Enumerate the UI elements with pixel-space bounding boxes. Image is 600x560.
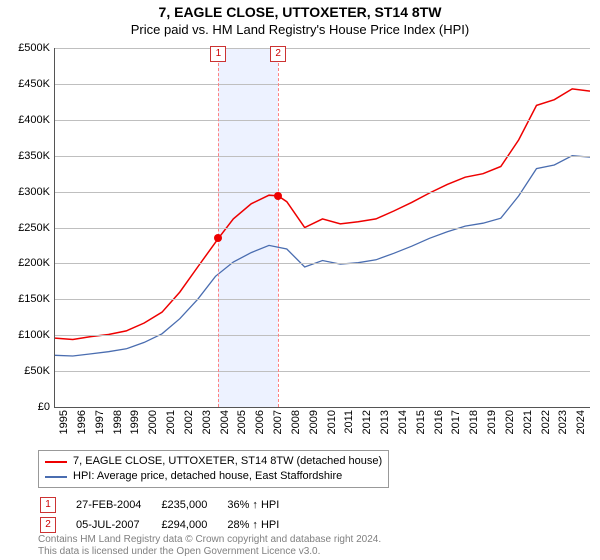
x-tick-label: 2017	[450, 410, 462, 450]
legend-label: HPI: Average price, detached house, East…	[73, 469, 342, 484]
y-tick-label: £300K	[2, 186, 50, 198]
x-tick-label: 2013	[379, 410, 391, 450]
chart-plot-area: 12	[54, 48, 590, 408]
event-dashed-line	[218, 48, 219, 407]
event-vs-hpi: 28% ↑ HPI	[227, 516, 297, 534]
legend-swatch	[45, 476, 67, 478]
x-tick-label: 1998	[112, 410, 124, 450]
event-dashed-line	[278, 48, 279, 407]
events-table: 1 27-FEB-2004 £235,000 36% ↑ HPI 2 05-JU…	[38, 494, 299, 536]
attribution-line-2: This data is licensed under the Open Gov…	[38, 546, 381, 558]
y-tick-label: £400K	[2, 114, 50, 126]
x-tick-label: 1999	[129, 410, 141, 450]
x-tick-label: 2012	[361, 410, 373, 450]
x-tick-label: 2014	[397, 410, 409, 450]
event-marker-2: 2	[40, 517, 56, 533]
y-tick-label: £0	[2, 401, 50, 413]
y-tick-label: £500K	[2, 42, 50, 54]
event-price: £235,000	[161, 496, 225, 514]
y-tick-label: £100K	[2, 329, 50, 341]
x-tick-label: 2002	[183, 410, 195, 450]
x-tick-label: 2008	[290, 410, 302, 450]
gridline	[55, 228, 590, 229]
price-marker	[214, 234, 222, 242]
series-line	[55, 89, 590, 340]
x-tick-label: 2000	[147, 410, 159, 450]
x-tick-label: 1996	[76, 410, 88, 450]
y-tick-label: £250K	[2, 222, 50, 234]
x-tick-label: 2018	[468, 410, 480, 450]
x-tick-label: 2001	[165, 410, 177, 450]
event-date: 27-FEB-2004	[76, 496, 159, 514]
event-price: £294,000	[161, 516, 225, 534]
series-line	[55, 156, 590, 356]
x-tick-label: 2024	[575, 410, 587, 450]
x-tick-label: 2016	[433, 410, 445, 450]
legend-item: HPI: Average price, detached house, East…	[45, 469, 382, 484]
x-tick-label: 2015	[415, 410, 427, 450]
x-tick-label: 2022	[540, 410, 552, 450]
legend-swatch	[45, 461, 67, 463]
price-marker	[274, 192, 282, 200]
event-vs-hpi: 36% ↑ HPI	[227, 496, 297, 514]
gridline	[55, 263, 590, 264]
x-tick-label: 2009	[308, 410, 320, 450]
gridline	[55, 84, 590, 85]
gridline	[55, 120, 590, 121]
table-row: 1 27-FEB-2004 £235,000 36% ↑ HPI	[40, 496, 297, 514]
chart-legend: 7, EAGLE CLOSE, UTTOXETER, ST14 8TW (det…	[38, 450, 389, 488]
gridline	[55, 299, 590, 300]
attribution-text: Contains HM Land Registry data © Crown c…	[38, 534, 381, 558]
x-tick-label: 2019	[486, 410, 498, 450]
x-tick-label: 2004	[219, 410, 231, 450]
x-tick-label: 2011	[343, 410, 355, 450]
chart-title: 7, EAGLE CLOSE, UTTOXETER, ST14 8TW	[0, 4, 600, 20]
attribution-line-1: Contains HM Land Registry data © Crown c…	[38, 534, 381, 546]
gridline	[55, 371, 590, 372]
legend-label: 7, EAGLE CLOSE, UTTOXETER, ST14 8TW (det…	[73, 454, 382, 469]
table-row: 2 05-JUL-2007 £294,000 28% ↑ HPI	[40, 516, 297, 534]
gridline	[55, 156, 590, 157]
x-tick-label: 2005	[236, 410, 248, 450]
event-date: 05-JUL-2007	[76, 516, 159, 534]
y-tick-label: £450K	[2, 78, 50, 90]
x-tick-label: 2020	[504, 410, 516, 450]
x-tick-label: 2021	[522, 410, 534, 450]
event-marker-plot: 2	[270, 46, 286, 62]
x-tick-label: 1995	[58, 410, 70, 450]
x-tick-label: 2023	[557, 410, 569, 450]
y-tick-label: £350K	[2, 150, 50, 162]
legend-item: 7, EAGLE CLOSE, UTTOXETER, ST14 8TW (det…	[45, 454, 382, 469]
gridline	[55, 192, 590, 193]
x-tick-label: 2006	[254, 410, 266, 450]
chart-subtitle: Price paid vs. HM Land Registry's House …	[0, 22, 600, 37]
y-tick-label: £200K	[2, 257, 50, 269]
gridline	[55, 48, 590, 49]
y-tick-label: £150K	[2, 293, 50, 305]
y-tick-label: £50K	[2, 365, 50, 377]
event-marker-plot: 1	[210, 46, 226, 62]
x-tick-label: 2010	[326, 410, 338, 450]
x-tick-label: 1997	[94, 410, 106, 450]
event-marker-1: 1	[40, 497, 56, 513]
gridline	[55, 335, 590, 336]
x-tick-label: 2003	[201, 410, 213, 450]
x-tick-label: 2007	[272, 410, 284, 450]
